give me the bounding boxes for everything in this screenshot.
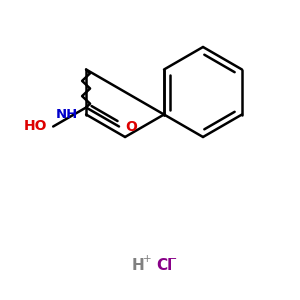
Text: Cl: Cl [156,257,172,272]
Text: HO: HO [24,119,47,134]
Text: NH: NH [56,108,78,121]
Text: H: H [132,257,144,272]
Text: +: + [143,254,151,264]
Text: −: − [168,254,178,264]
Text: O: O [125,119,137,134]
